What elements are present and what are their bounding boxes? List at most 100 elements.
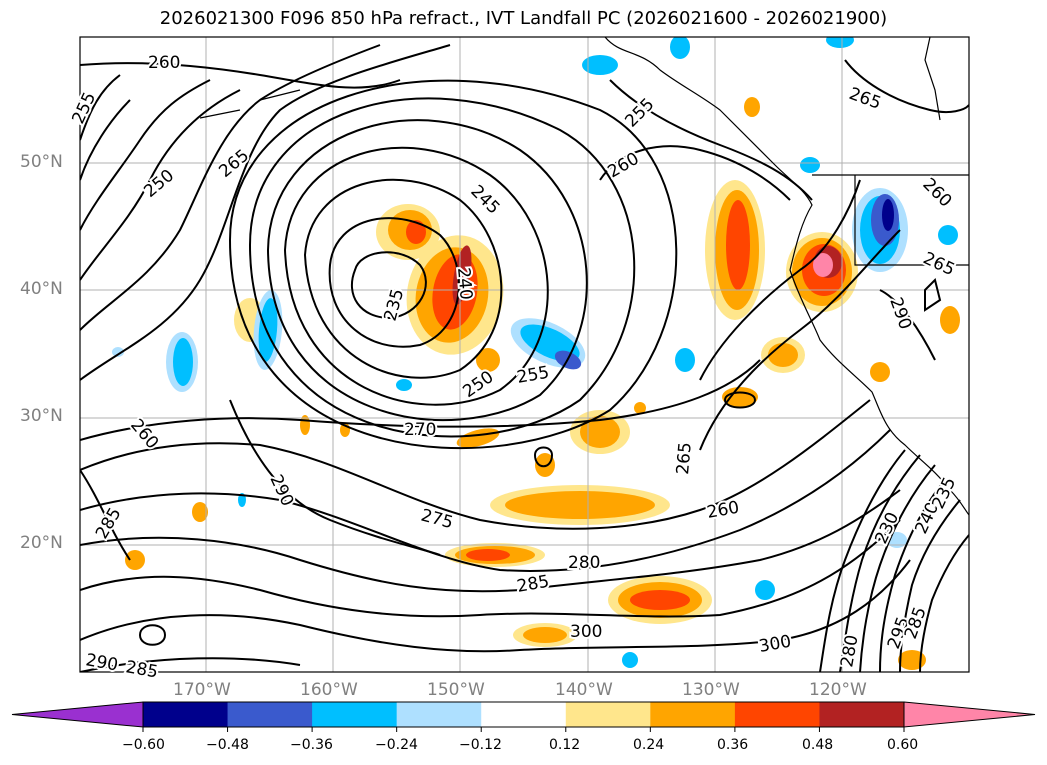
contour-line <box>228 79 678 450</box>
shaded-region <box>622 652 638 668</box>
lat-label-20n: 20°N <box>20 533 63 553</box>
colorbar-segment <box>734 702 820 727</box>
contour-line <box>80 559 911 653</box>
contour-lines <box>80 44 969 672</box>
contour-label: 280 <box>568 553 600 573</box>
shaded-region <box>125 550 145 570</box>
shaded-region <box>898 650 926 670</box>
contour-line <box>839 454 921 672</box>
contour-line <box>138 624 167 646</box>
shaded-region <box>238 493 246 507</box>
contour-label: 265 <box>673 441 696 475</box>
contour-line <box>819 449 906 672</box>
map-title: 2026021300 F096 850 hPa refract., IVT La… <box>159 8 888 29</box>
shaded-region <box>744 97 760 117</box>
contour-line <box>80 429 891 572</box>
contour-line <box>844 59 969 114</box>
contour-line <box>879 479 946 672</box>
colorbar-segment <box>565 702 651 727</box>
shaded-region <box>580 416 620 448</box>
contour-label: 285 <box>124 657 159 682</box>
contour-line <box>283 146 549 406</box>
lon-label-130w: 130°W <box>682 680 740 700</box>
contour-line <box>859 464 936 672</box>
contour-label: 255 <box>515 363 550 388</box>
shaded-region <box>466 549 510 561</box>
shaded-region <box>634 402 646 414</box>
contour-line <box>699 229 901 451</box>
colorbar-tick: 0.48 <box>802 737 834 753</box>
map-background <box>80 37 969 672</box>
contour-line <box>80 519 901 618</box>
contour-line <box>328 217 460 348</box>
contour-line <box>80 44 451 381</box>
contour-line <box>924 278 942 312</box>
shaded-region <box>882 199 894 231</box>
contour-line <box>303 178 503 379</box>
colorbar-tick: −0.36 <box>290 737 333 753</box>
shaded-region <box>813 253 833 277</box>
colorbar-segment <box>481 702 567 727</box>
lon-label-120w: 120°W <box>809 680 867 700</box>
contour-label: 260 <box>148 53 180 73</box>
contour-line <box>699 179 861 381</box>
contour-line <box>80 74 121 141</box>
contour-line <box>350 251 427 320</box>
lon-label-160w: 160°W <box>300 680 358 700</box>
contour-line <box>80 89 241 281</box>
colorbar-border <box>142 701 905 728</box>
shaded-region <box>826 37 854 48</box>
contour-line <box>80 79 211 231</box>
shaded-region <box>726 200 750 290</box>
colorbar-tick: 0.36 <box>717 737 749 753</box>
shaded-region <box>800 157 820 173</box>
shaded-region <box>523 627 567 643</box>
colorbar-tick: 0.12 <box>549 737 581 753</box>
colorbar-segment <box>312 702 398 727</box>
contour-line <box>80 99 131 181</box>
shaded-region <box>406 220 426 244</box>
shaded-region <box>476 348 500 372</box>
colorbar-extend-left <box>11 701 144 728</box>
shaded-region <box>396 379 412 391</box>
coastline <box>199 37 969 516</box>
colorbar-tick: 0.24 <box>633 737 665 753</box>
shaded-region <box>755 580 775 600</box>
lat-label-50n: 50°N <box>20 152 63 172</box>
map-border <box>79 36 970 673</box>
contour-line <box>879 289 936 361</box>
shaded-region <box>722 387 758 407</box>
shaded-region <box>675 348 695 372</box>
contour-line <box>80 399 871 530</box>
shaded-region <box>870 362 890 382</box>
lon-label-170w: 170°W <box>173 680 231 700</box>
shaded-region <box>192 502 208 522</box>
contour-line <box>599 145 791 201</box>
colorbar-segment <box>650 702 736 727</box>
contour-label: 240 <box>453 267 476 301</box>
contour-line <box>80 62 401 89</box>
colorbar <box>11 701 1036 732</box>
colorbar-extend-right <box>903 701 1036 728</box>
contour-line <box>266 119 588 421</box>
colorbar-tick: −0.24 <box>375 737 418 753</box>
contour-line <box>80 44 381 331</box>
colorbar-segment <box>227 702 313 727</box>
shaded-region <box>258 298 278 362</box>
colorbar-tick: −0.48 <box>206 737 249 753</box>
lat-label-30n: 30°N <box>20 406 63 426</box>
contour-line <box>899 499 961 672</box>
lon-label-150w: 150°W <box>427 680 485 700</box>
contour-line <box>533 446 554 468</box>
shaded-region <box>940 306 960 334</box>
colorbar-segment <box>396 702 482 727</box>
shaded-region <box>630 590 690 610</box>
shaded-region <box>670 37 690 59</box>
shaded-region <box>112 347 124 357</box>
shaded-region <box>535 453 555 477</box>
contour-line <box>723 391 757 409</box>
contour-line <box>229 399 441 556</box>
shaded-region <box>938 225 958 245</box>
contour-line <box>80 469 131 561</box>
